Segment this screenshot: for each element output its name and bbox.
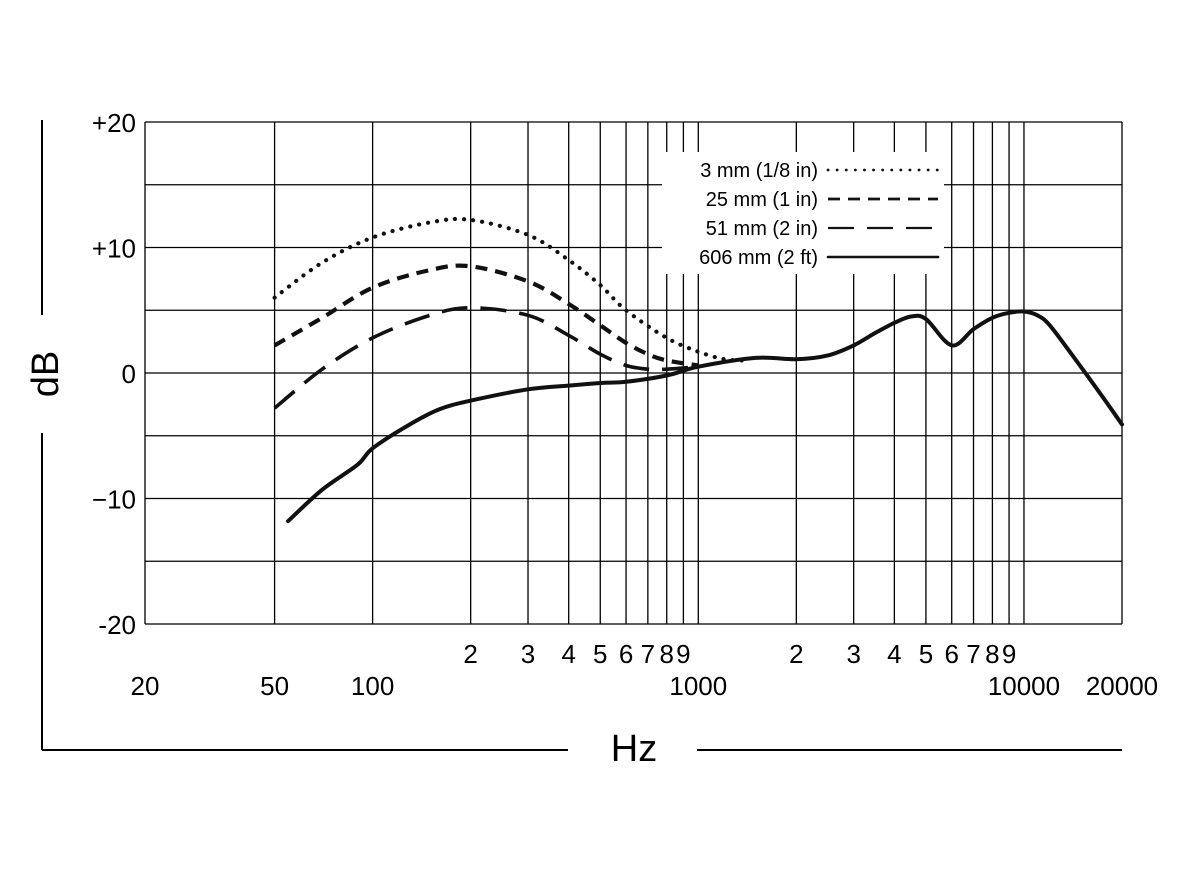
series-line-2	[273, 263, 699, 368]
x-tick-label-minor: 2	[789, 639, 803, 669]
x-axis-title: Hz	[611, 728, 657, 770]
x-tick-label-minor: 6	[619, 639, 633, 669]
x-tick-label-major: 50	[260, 671, 289, 701]
series-line-3	[273, 305, 699, 410]
x-tick-label-minor: 4	[887, 639, 901, 669]
y-tick-label: −10	[92, 485, 136, 515]
x-tick-label-major: 1000	[669, 671, 727, 701]
legend-label-3: 51 mm (2 in)	[706, 218, 818, 240]
x-tick-label-minor: 3	[521, 639, 535, 669]
x-tick-label-major: 100	[351, 671, 394, 701]
x-tick-label-minor: 8	[660, 639, 674, 669]
tick-labels: +20+100−10-202 3 4 5 6 7 8 9 2 3 4 5 6 7 8 920 50 100 1000…	[92, 108, 1158, 701]
legend-label-2: 25 mm (1 in)	[706, 189, 818, 211]
axis-frame	[41, 120, 1122, 751]
legend-label-4: 606 mm (2 ft)	[699, 247, 818, 269]
legend: 3 mm (1/8 in) 25 mm (1 in) 51 mm (2 in) 606…	[662, 152, 944, 274]
series-layer	[272, 216, 1124, 524]
legend-background	[662, 152, 944, 274]
x-tick-label-major: 10000	[988, 671, 1060, 701]
x-tick-label-minor: 5	[593, 639, 607, 669]
x-tick-label-minor: 9	[1002, 639, 1016, 669]
y-tick-label: +10	[92, 234, 136, 264]
x-tick-label-major: 20	[131, 671, 160, 701]
x-tick-label-minor: 8	[985, 639, 999, 669]
legend-label-1: 3 mm (1/8 in)	[700, 160, 818, 182]
x-tick-label-minor: 4	[561, 639, 575, 669]
series-line-1	[272, 216, 748, 363]
x-tick-label-minor: 7	[966, 639, 980, 669]
x-tick-label-minor: 2	[463, 639, 477, 669]
x-tick-label-minor: 9	[676, 639, 690, 669]
x-tick-label-minor: 6	[944, 639, 958, 669]
y-tick-label: +20	[92, 108, 136, 138]
plot-grid	[144, 121, 1123, 625]
x-tick-label-minor: 3	[846, 639, 860, 669]
y-tick-label: -20	[98, 610, 136, 640]
x-tick-label-minor: 7	[641, 639, 655, 669]
y-axis-title: dB	[25, 351, 67, 397]
y-tick-label: 0	[122, 359, 136, 389]
series-line-4	[286, 309, 1124, 524]
x-tick-label-major: 20000	[1086, 671, 1158, 701]
x-tick-label-minor: 5	[919, 639, 933, 669]
